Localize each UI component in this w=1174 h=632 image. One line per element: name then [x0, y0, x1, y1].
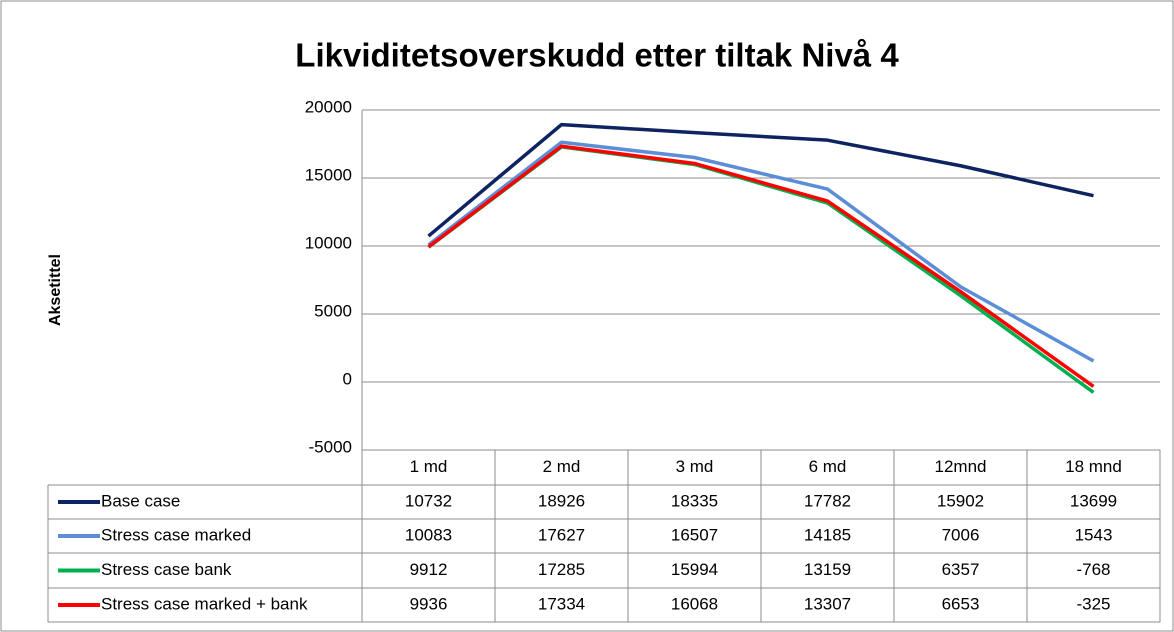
table-value: -325 [1076, 594, 1110, 613]
x-tick-label: 3 md [676, 457, 714, 476]
chart-title: Likviditetsoverskudd etter tiltak Nivå 4 [295, 37, 899, 74]
table-value: 6653 [942, 594, 980, 613]
table-value: 13307 [804, 594, 851, 613]
y-tick-label: -5000 [309, 437, 352, 456]
table-value: 15994 [671, 560, 718, 579]
table-value: 10083 [405, 525, 452, 544]
table-value: 16507 [671, 525, 718, 544]
x-tick-label: 18 mnd [1065, 457, 1122, 476]
x-tick-label: 12mnd [935, 457, 987, 476]
table-value: 15902 [937, 491, 984, 510]
table-value: 18926 [538, 491, 585, 510]
y-tick-label: 5000 [314, 301, 352, 320]
table-value: 13699 [1070, 491, 1117, 510]
y-tick-label: 20000 [305, 97, 352, 116]
table-value: 18335 [671, 491, 718, 510]
y-axis-title: Aksetittel [47, 254, 64, 326]
table-value: 16068 [671, 594, 718, 613]
series-line [427, 140, 1095, 363]
x-tick-label: 6 md [809, 457, 847, 476]
table-value: 13159 [804, 560, 851, 579]
table-value: 6357 [942, 560, 980, 579]
x-tick-label: 1 md [410, 457, 448, 476]
legend-label: Stress case bank [101, 560, 232, 579]
table-value: 17285 [538, 560, 585, 579]
table-value: 10732 [405, 491, 452, 510]
legend-label: Stress case marked [101, 525, 251, 544]
table-value: 17334 [538, 594, 585, 613]
table-value: 9912 [410, 560, 448, 579]
x-tick-label: 2 md [543, 457, 581, 476]
series-line [427, 122, 1094, 238]
table-value: 14185 [804, 525, 851, 544]
legend-label: Stress case marked + bank [101, 594, 308, 613]
table-value: 9936 [410, 594, 448, 613]
legend-label: Base case [101, 491, 180, 510]
table-value: 1543 [1075, 525, 1113, 544]
table-value: 7006 [942, 525, 980, 544]
table-value: -768 [1076, 560, 1110, 579]
y-tick-label: 10000 [305, 233, 352, 252]
table-value: 17627 [538, 525, 585, 544]
y-tick-label: 0 [343, 369, 352, 388]
table-value: 17782 [804, 491, 851, 510]
series-line [427, 144, 1095, 388]
y-tick-label: 15000 [305, 165, 352, 184]
